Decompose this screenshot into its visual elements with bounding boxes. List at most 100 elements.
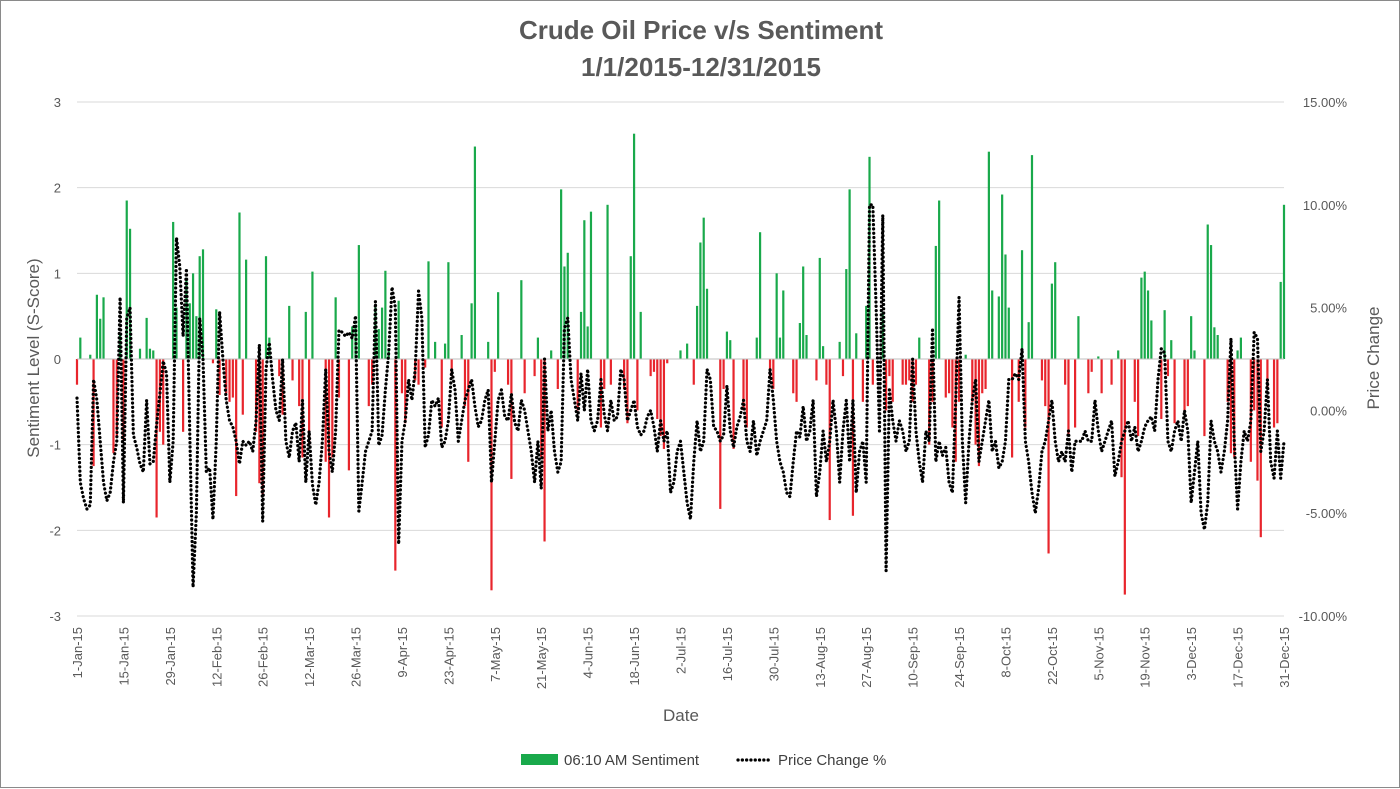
sentiment-bar (649, 359, 652, 377)
sentiment-bar (1133, 359, 1136, 402)
sentiment-bar (1266, 359, 1269, 389)
sentiment-bar (1186, 359, 1189, 407)
sentiment-bar (308, 359, 311, 445)
sentiment-bar (1077, 316, 1080, 359)
sentiment-bar (778, 337, 782, 359)
x-axis-label: Date (663, 706, 699, 725)
legend-price-label: Price Change % (778, 752, 886, 769)
sentiment-bar (334, 297, 337, 359)
sentiment-bar (729, 340, 732, 359)
sentiment-bar (623, 359, 626, 389)
sentiment-bar (377, 329, 380, 359)
sentiment-bar (586, 326, 589, 359)
right-tick-label: -10.00% (1299, 609, 1348, 624)
sentiment-bar (563, 266, 566, 359)
sentiment-bar (636, 359, 639, 411)
sentiment-bar (191, 273, 195, 359)
sentiment-bar (520, 280, 523, 359)
sentiment-bar (258, 359, 261, 484)
sentiment-bar (1143, 271, 1146, 359)
sentiment-bar (901, 359, 904, 385)
sentiment-bar (95, 294, 98, 359)
sentiment-bar (798, 323, 801, 359)
sentiment-bar (175, 307, 178, 359)
sentiment-bar (397, 300, 400, 359)
sentiment-bar (460, 335, 463, 359)
sentiment-bar (1087, 359, 1090, 394)
sentiment-bar (984, 359, 987, 389)
sentiment-bar (128, 228, 132, 359)
sentiment-bar (158, 359, 161, 432)
sentiment-bar (722, 359, 725, 389)
sentiment-bar (1233, 359, 1236, 458)
sentiment-bar (1020, 250, 1024, 359)
sentiment-bar (75, 359, 79, 385)
sentiment-bar (821, 346, 825, 359)
sentiment-bar (755, 337, 758, 359)
sentiment-bar (1170, 340, 1173, 359)
sentiment-bar (1064, 359, 1067, 385)
sentiment-bar (1279, 281, 1282, 359)
sentiment-bar (848, 189, 851, 359)
sentiment-bar (298, 359, 301, 407)
sentiment-bar (1007, 307, 1010, 359)
date-tick-label: 10-Sep-15 (906, 627, 921, 688)
sentiment-bar (679, 350, 682, 359)
sentiment-bar (1044, 359, 1047, 407)
legend-sentiment-label: 06:10 AM Sentiment (564, 752, 700, 769)
sentiment-bar (487, 341, 490, 359)
date-tick-label: 2-Jul-15 (674, 627, 689, 674)
sentiment-bar (997, 296, 1000, 359)
sentiment-bar (1120, 359, 1123, 478)
sentiment-bar (331, 359, 334, 458)
sentiment-bar (1150, 320, 1153, 359)
sentiment-bar (792, 359, 795, 394)
sentiment-bar (152, 350, 155, 359)
chart-title-line-1: Crude Oil Price v/s Sentiment (519, 15, 883, 45)
sentiment-bar (981, 359, 984, 394)
sentiment-bar (632, 133, 636, 359)
sentiment-bar (951, 359, 954, 428)
date-tick-label: 31-Dec-15 (1277, 627, 1292, 688)
sentiment-bar (1190, 316, 1193, 359)
date-tick-label: 30-Jul-15 (766, 627, 781, 681)
sentiment-bar (828, 359, 831, 521)
sentiment-bar (1282, 204, 1286, 359)
sentiment-bar (162, 359, 165, 445)
sentiment-bar (235, 359, 238, 497)
sentiment-bar (1276, 359, 1279, 424)
sentiment-bar (556, 359, 559, 389)
sentiment-bar (841, 359, 845, 377)
sentiment-bar (659, 359, 662, 437)
right-axis-label: Price Change (1364, 306, 1383, 409)
sentiment-bar (662, 359, 666, 449)
sentiment-bar (155, 359, 158, 518)
sentiment-bar (291, 359, 294, 381)
date-tick-label: 26-Feb-15 (256, 627, 271, 687)
sentiment-bar (603, 359, 606, 389)
sentiment-bar (725, 331, 729, 359)
sentiment-bar (1253, 359, 1256, 411)
sentiment-bar (702, 217, 705, 359)
sentiment-bar (818, 257, 821, 359)
date-axis-ticks: 1-Jan-15 15-Jan-15 29-Jan-15 12-Feb-15 26-Fe… (70, 627, 1292, 689)
sentiment-bar (324, 359, 327, 462)
date-tick-label: 24-Sep-15 (952, 627, 967, 688)
sentiment-bar (1067, 359, 1070, 437)
left-tick-label: 0 (54, 352, 61, 367)
sentiment-bar (851, 359, 855, 516)
sentiment-bar (394, 359, 397, 571)
sentiment-bar (884, 359, 888, 411)
sentiment-bar (228, 359, 231, 402)
sentiment-bar (447, 262, 450, 359)
sentiment-bar (1040, 359, 1044, 381)
sentiment-bar (938, 200, 941, 359)
sentiment-bar (1024, 359, 1027, 428)
sentiment-bar (686, 343, 689, 359)
sentiment-bar (1236, 350, 1239, 359)
sentiment-bar (964, 354, 967, 359)
date-tick-label: 16-Jul-15 (720, 627, 735, 681)
sentiment-bar (434, 341, 437, 359)
sentiment-bar (195, 316, 198, 359)
sentiment-bar (692, 359, 695, 385)
